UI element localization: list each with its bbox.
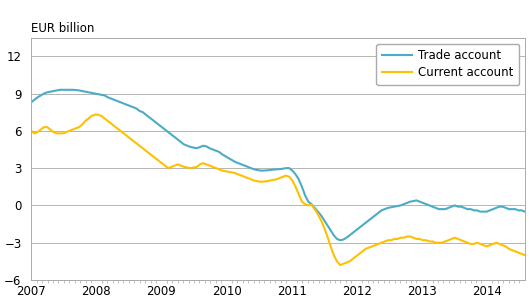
Text: EUR billion: EUR billion [31,22,95,35]
Current account [324,235,331,238]
Current account [235,172,241,176]
Line: Trade account: Trade account [31,90,525,240]
Current account [375,242,381,246]
Trade account [337,238,343,242]
Legend: Trade account, Current account: Trade account, Current account [376,43,519,85]
Current account [156,159,162,162]
Current account [522,253,528,257]
Trade account [433,206,439,210]
Trade account [324,223,331,227]
Trade account [235,161,241,165]
Trade account [28,101,34,104]
Line: Current account: Current account [31,115,525,265]
Current account [216,168,222,171]
Trade account [216,150,222,154]
Trade account [375,211,381,215]
Trade account [156,123,162,127]
Current account [92,113,98,117]
Trade account [57,88,63,92]
Trade account [522,210,528,214]
Current account [337,263,343,267]
Current account [28,129,34,133]
Current account [433,241,439,245]
